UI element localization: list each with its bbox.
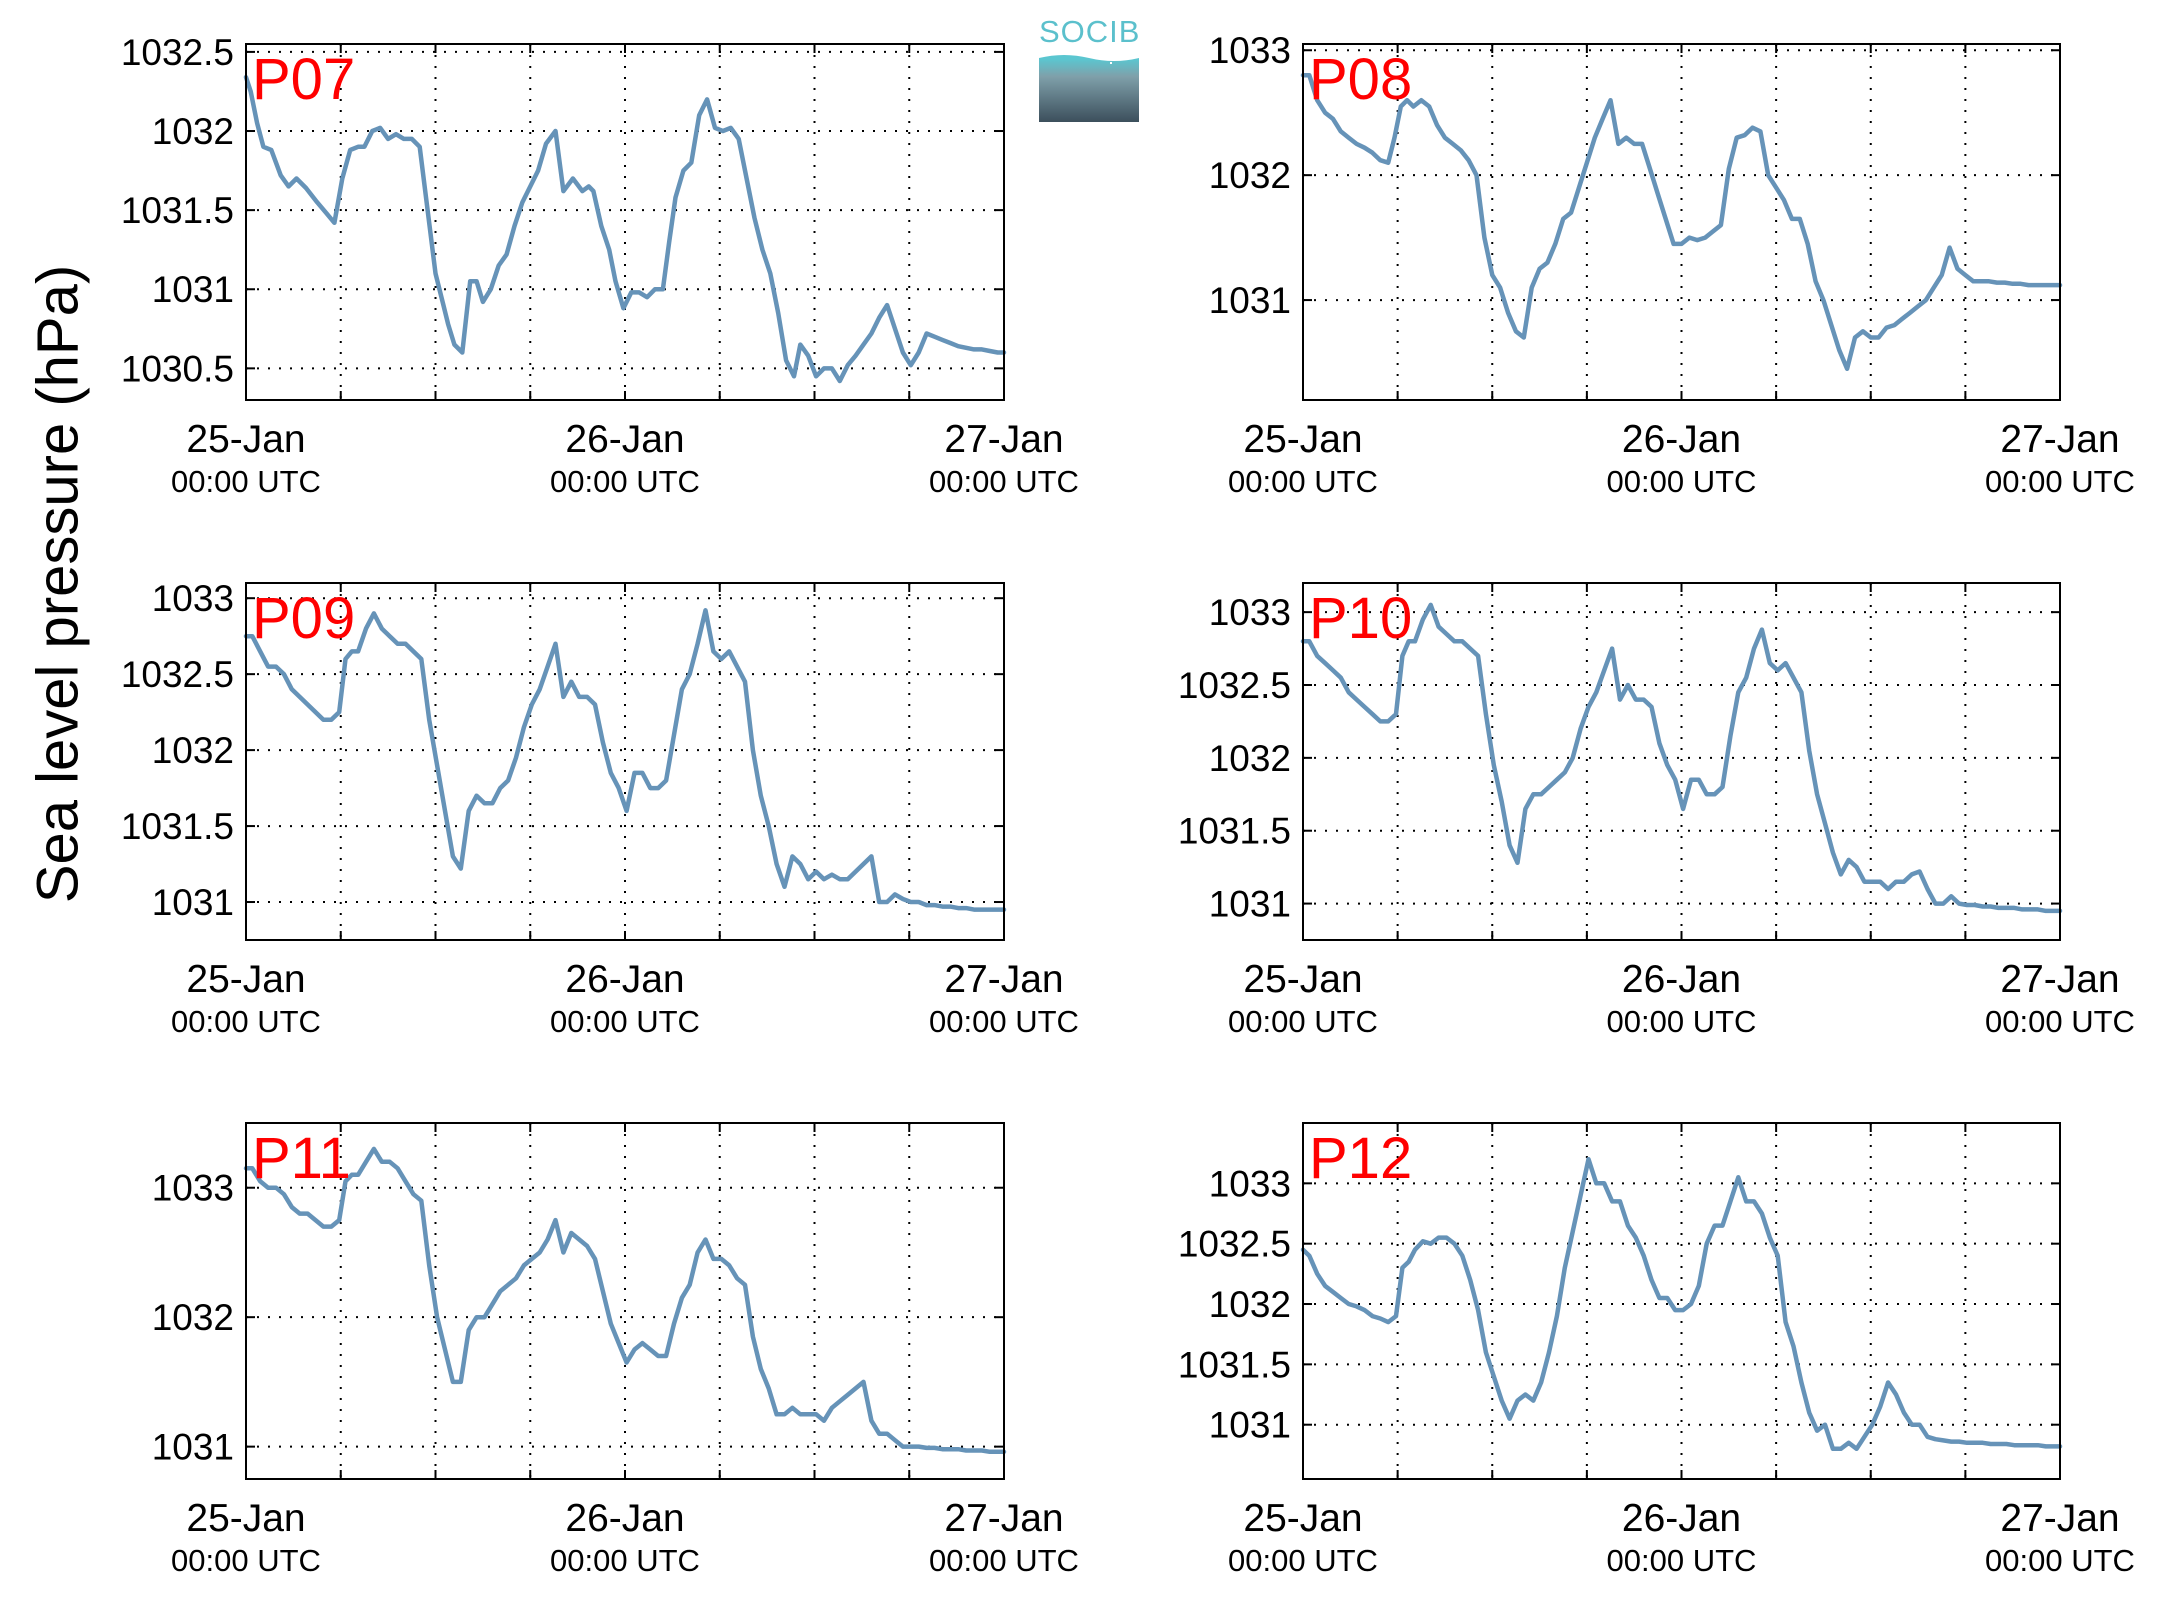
y-tick-label: 1033 <box>1209 30 1291 71</box>
y-tick-label: 1033 <box>152 1168 234 1209</box>
x-tick-label-time: 00:00 UTC <box>929 1543 1079 1578</box>
y-tick-label: 1030.5 <box>121 348 234 389</box>
x-tick-label-time: 00:00 UTC <box>1985 1004 2135 1039</box>
y-tick-label: 1031 <box>1209 280 1291 321</box>
x-tick-label-date: 27-Jan <box>2000 1497 2119 1540</box>
panel-frame <box>1302 1122 2061 1480</box>
x-tick-label-time: 00:00 UTC <box>171 1543 321 1578</box>
x-tick-label-date: 25-Jan <box>1243 958 1362 1001</box>
y-tick-label: 1032.5 <box>121 654 234 695</box>
x-tick-label-time: 00:00 UTC <box>171 1004 321 1039</box>
x-tick-label-date: 27-Jan <box>2000 418 2119 461</box>
x-tick-label-time: 00:00 UTC <box>1985 464 2135 499</box>
x-tick-label-time: 00:00 UTC <box>550 464 700 499</box>
panel-label: P12 <box>1309 1126 1412 1191</box>
x-tick-label-date: 25-Jan <box>186 1497 305 1540</box>
y-tick-label: 1032 <box>152 111 234 152</box>
x-tick-label-time: 00:00 UTC <box>550 1543 700 1578</box>
logo-wave-icon <box>1039 52 1139 66</box>
x-tick-label-date: 27-Jan <box>944 958 1063 1001</box>
panel-label: P09 <box>252 586 355 651</box>
panel-label: P11 <box>252 1126 351 1191</box>
y-tick-label: 1031.5 <box>1178 1344 1291 1385</box>
panel-label: P07 <box>252 47 355 112</box>
panel-frame <box>1302 582 2061 941</box>
x-tick-label-date: 26-Jan <box>565 958 684 1001</box>
x-tick-label-date: 25-Jan <box>186 418 305 461</box>
pressure-series-line <box>1300 72 2063 372</box>
panel-frame <box>245 582 1005 941</box>
y-tick-label: 1033 <box>1209 592 1291 633</box>
y-tick-label: 1032 <box>1209 155 1291 196</box>
panel-frame <box>245 43 1005 401</box>
x-tick-label-time: 00:00 UTC <box>1985 1543 2135 1578</box>
y-tick-label: 1031 <box>1209 1405 1291 1446</box>
panel-frame <box>245 1122 1005 1480</box>
x-tick-label-date: 26-Jan <box>565 418 684 461</box>
logo-graphic <box>1039 52 1139 122</box>
y-tick-label: 1032 <box>152 730 234 771</box>
y-tick-label: 1033 <box>152 578 234 619</box>
x-tick-label-time: 00:00 UTC <box>1228 1004 1378 1039</box>
x-tick-label-time: 00:00 UTC <box>1607 1543 1757 1578</box>
y-tick-label: 1032 <box>1209 1284 1291 1325</box>
y-tick-label: 1031.5 <box>121 190 234 231</box>
x-tick-label-date: 25-Jan <box>1243 1497 1362 1540</box>
x-tick-label-date: 27-Jan <box>944 418 1063 461</box>
y-tick-label: 1031 <box>152 269 234 310</box>
y-tick-label: 1031 <box>152 1427 234 1468</box>
pressure-series-line <box>243 74 1007 384</box>
x-tick-label-time: 00:00 UTC <box>171 464 321 499</box>
y-tick-label: 1032.5 <box>1178 665 1291 706</box>
x-tick-label-time: 00:00 UTC <box>1228 1543 1378 1578</box>
x-tick-label-time: 00:00 UTC <box>929 1004 1079 1039</box>
y-tick-label: 1032 <box>152 1297 234 1338</box>
y-tick-label: 1032.5 <box>1178 1224 1291 1265</box>
socib-logo: SOCIB <box>1039 14 1139 122</box>
x-tick-label-date: 26-Jan <box>1622 1497 1741 1540</box>
y-tick-label: 1033 <box>1209 1163 1291 1204</box>
y-tick-label: 1031.5 <box>121 806 234 847</box>
y-tick-label: 1031.5 <box>1178 811 1291 852</box>
panel-label: P08 <box>1309 47 1412 112</box>
pressure-series-line <box>1300 602 2063 914</box>
x-tick-label-date: 27-Jan <box>944 1497 1063 1540</box>
panel-label: P10 <box>1309 586 1412 651</box>
x-tick-label-time: 00:00 UTC <box>550 1004 700 1039</box>
pressure-series-line <box>243 1146 1007 1455</box>
x-tick-label-date: 26-Jan <box>1622 958 1741 1001</box>
x-tick-label-time: 00:00 UTC <box>1607 1004 1757 1039</box>
x-tick-label-date: 25-Jan <box>1243 418 1362 461</box>
pressure-series-line <box>243 608 1007 912</box>
y-tick-label: 1031 <box>152 882 234 923</box>
y-tick-label: 1031 <box>1209 884 1291 925</box>
x-tick-label-time: 00:00 UTC <box>1228 464 1378 499</box>
panel-frame <box>1302 43 2061 401</box>
y-tick-label: 1032.5 <box>121 32 234 73</box>
x-tick-label-date: 25-Jan <box>186 958 305 1001</box>
x-tick-label-date: 26-Jan <box>565 1497 684 1540</box>
logo-text: SOCIB <box>1039 14 1141 49</box>
x-tick-label-time: 00:00 UTC <box>1607 464 1757 499</box>
x-tick-label-date: 26-Jan <box>1622 418 1741 461</box>
y-tick-label: 1032 <box>1209 738 1291 779</box>
x-tick-label-date: 27-Jan <box>2000 958 2119 1001</box>
pressure-series-line <box>1300 1156 2063 1452</box>
x-tick-label-time: 00:00 UTC <box>929 464 1079 499</box>
